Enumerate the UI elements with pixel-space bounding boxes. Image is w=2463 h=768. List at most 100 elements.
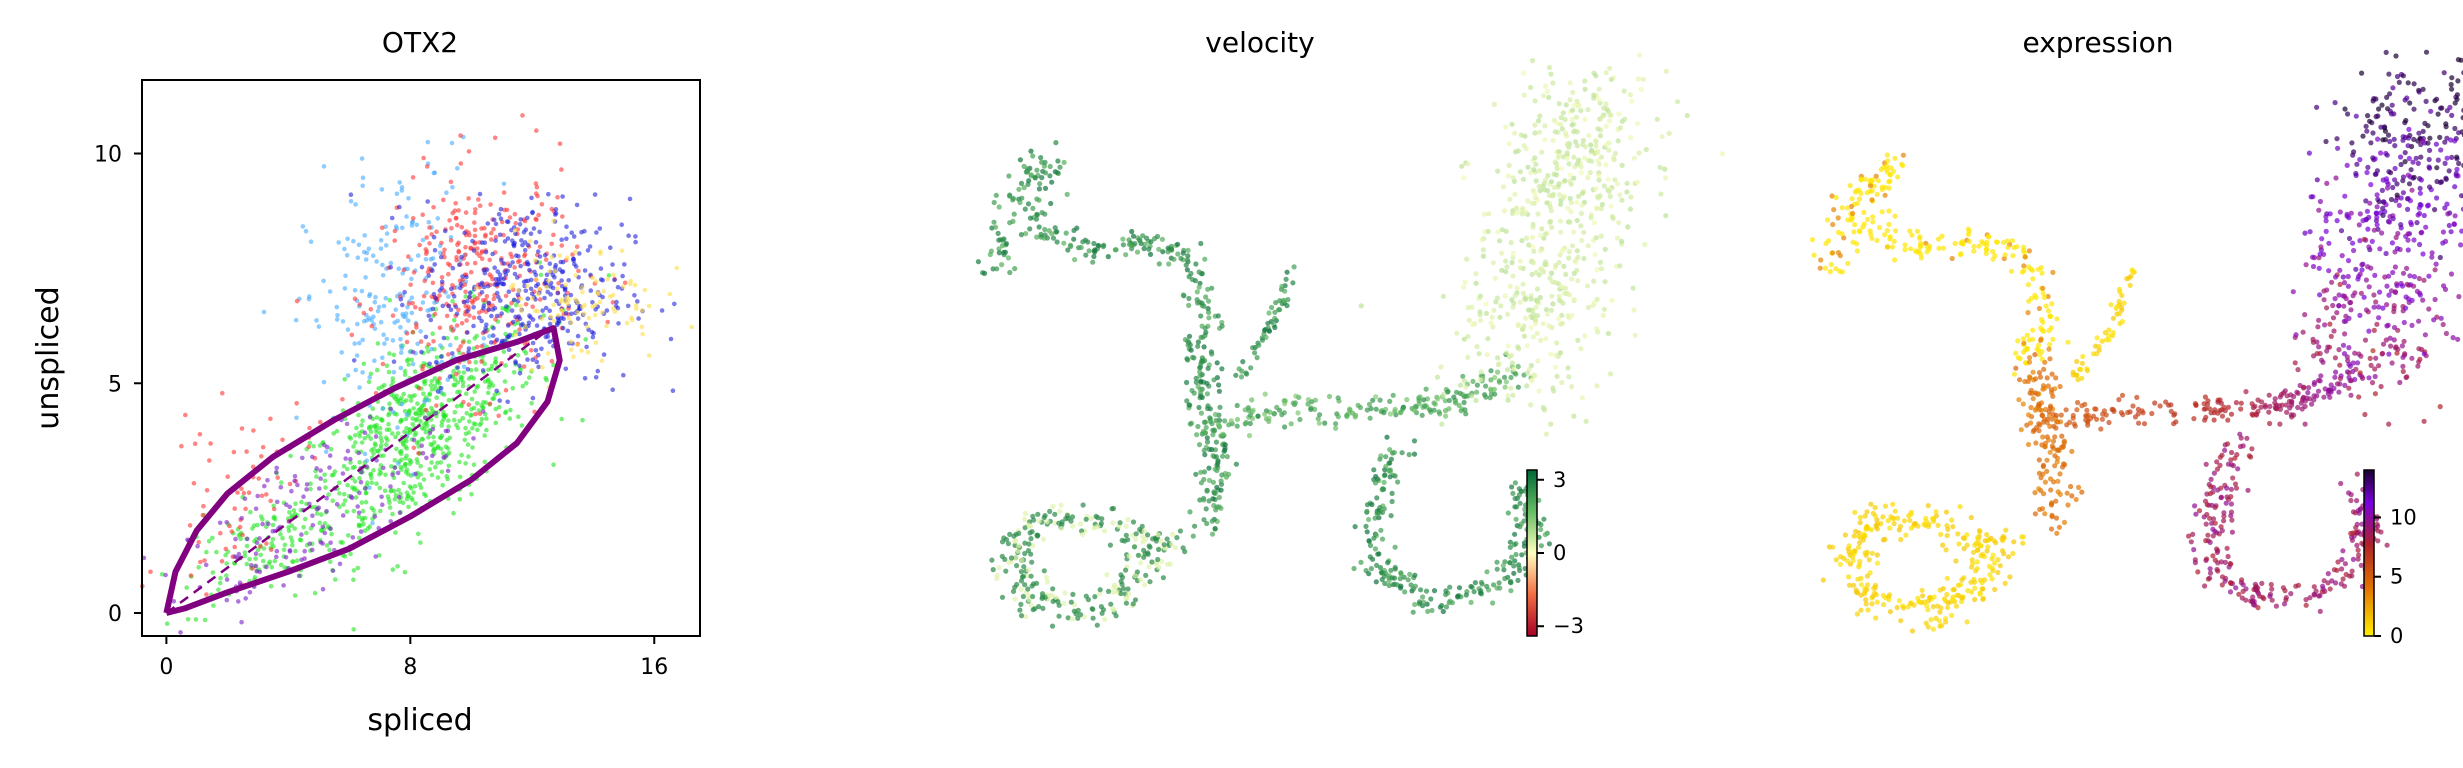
expression-point: [1964, 542, 1970, 548]
velocity-point: [1168, 243, 1174, 249]
expression-point: [2340, 548, 2346, 554]
velocity-point: [1598, 233, 1604, 239]
otx2-point: [535, 249, 541, 254]
otx2-point: [307, 501, 312, 507]
velocity-point: [1092, 594, 1098, 600]
otx2-point: [493, 221, 499, 227]
expression-point: [2221, 404, 2227, 410]
velocity-point: [1427, 407, 1433, 413]
otx2-point: [410, 416, 416, 421]
otx2-point: [521, 364, 527, 369]
velocity-point: [1548, 71, 1554, 77]
otx2-point: [398, 350, 404, 356]
otx2-point: [229, 529, 235, 534]
otx2-point: [363, 499, 369, 505]
otx2-point: [308, 239, 314, 244]
expression-point: [2191, 416, 2197, 422]
velocity-point: [1719, 151, 1726, 157]
otx2-point: [319, 512, 324, 517]
expression-point: [2049, 301, 2055, 307]
otx2-point: [518, 303, 523, 309]
expression-point: [1971, 576, 1977, 583]
otx2-point: [240, 532, 245, 538]
velocity-point: [1616, 111, 1622, 117]
otx2-point: [383, 296, 389, 301]
otx2-point: [523, 324, 528, 330]
otx2-point: [621, 372, 626, 378]
otx2-point: [560, 194, 565, 199]
otx2-point: [374, 481, 379, 487]
otx2-point: [522, 240, 528, 245]
otx2-point: [582, 268, 588, 273]
otx2-point: [426, 342, 431, 347]
otx2-point: [401, 391, 407, 397]
expression-point: [2250, 405, 2256, 411]
expression-point: [1918, 242, 1924, 249]
otx2-point: [461, 364, 467, 370]
velocity-point: [1410, 586, 1416, 592]
otx2-point: [290, 542, 295, 548]
velocity-point: [1617, 263, 1623, 269]
velocity-point: [1632, 332, 1638, 338]
otx2-point: [444, 190, 449, 195]
otx2-point: [411, 270, 417, 275]
otx2-point: [507, 416, 513, 421]
otx2-point: [506, 334, 512, 340]
expression-point: [2076, 484, 2082, 490]
velocity-point: [1180, 292, 1186, 298]
otx2-point: [448, 342, 453, 348]
otx2-point: [348, 551, 353, 557]
otx2-point: [287, 548, 293, 553]
velocity-point: [1606, 118, 1613, 124]
velocity-point: [1524, 235, 1530, 241]
expression-point: [2205, 398, 2211, 404]
otx2-point: [421, 293, 427, 299]
velocity-point: [1030, 513, 1036, 519]
otx2-point: [397, 180, 403, 185]
otx2-point: [351, 627, 357, 632]
otx2-point: [471, 462, 477, 468]
velocity-point: [1392, 566, 1398, 572]
velocity-point: [1478, 369, 1484, 375]
otx2-point: [363, 490, 369, 496]
velocity-point: [1560, 110, 1566, 116]
velocity-point: [1529, 234, 1536, 240]
otx2-point: [393, 530, 398, 535]
otx2-point: [580, 304, 585, 310]
otx2-point: [593, 340, 599, 346]
otx2-point: [502, 239, 508, 244]
otx2-point: [253, 556, 258, 561]
otx2-point: [465, 261, 470, 267]
otx2-point: [465, 442, 471, 447]
otx2-point: [530, 340, 536, 346]
velocity-point: [1366, 571, 1372, 577]
otx2-point: [605, 277, 610, 282]
otx2-point: [484, 416, 489, 421]
expression-point: [1892, 213, 1898, 219]
otx2-point: [354, 425, 359, 431]
velocity-point: [1615, 138, 1621, 144]
velocity-point: [1598, 154, 1604, 160]
expression-point: [2318, 373, 2324, 379]
otx2-point: [377, 553, 382, 558]
otx2-point: [345, 448, 351, 454]
otx2-point: [451, 417, 457, 423]
otx2-point: [352, 464, 358, 470]
expression-point: [2236, 591, 2242, 597]
expression-point: [2048, 387, 2054, 393]
otx2-point: [289, 538, 295, 544]
velocity-point: [1519, 326, 1526, 332]
expression-point: [2347, 363, 2353, 369]
expression-point: [2203, 557, 2209, 564]
velocity-point: [1335, 395, 1341, 401]
otx2-point: [302, 556, 307, 561]
expression-point: [1822, 265, 1829, 271]
otx2-curve: [163, 325, 563, 616]
expression-point: [1856, 544, 1862, 550]
otx2-point: [356, 412, 361, 418]
otx2-point: [546, 191, 551, 197]
velocity-point: [1557, 152, 1563, 158]
otx2-point: [184, 585, 189, 590]
otx2-point: [433, 296, 439, 301]
